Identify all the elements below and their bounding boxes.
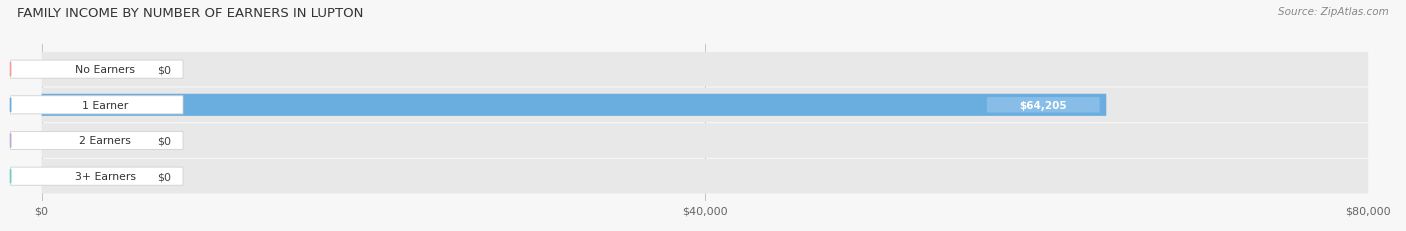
FancyBboxPatch shape: [42, 168, 141, 184]
Text: 1 Earner: 1 Earner: [83, 100, 128, 110]
FancyBboxPatch shape: [42, 62, 141, 78]
FancyBboxPatch shape: [42, 159, 1368, 194]
FancyBboxPatch shape: [10, 167, 183, 185]
Text: 3+ Earners: 3+ Earners: [75, 171, 136, 181]
Text: Source: ZipAtlas.com: Source: ZipAtlas.com: [1278, 7, 1389, 17]
FancyBboxPatch shape: [10, 132, 183, 150]
FancyBboxPatch shape: [10, 96, 183, 114]
Text: No Earners: No Earners: [76, 65, 135, 75]
FancyBboxPatch shape: [987, 98, 1099, 113]
FancyBboxPatch shape: [42, 124, 1368, 158]
Text: FAMILY INCOME BY NUMBER OF EARNERS IN LUPTON: FAMILY INCOME BY NUMBER OF EARNERS IN LU…: [17, 7, 363, 20]
FancyBboxPatch shape: [42, 133, 141, 149]
Text: $0: $0: [157, 136, 172, 146]
FancyBboxPatch shape: [42, 94, 1107, 116]
Text: 2 Earners: 2 Earners: [80, 136, 131, 146]
FancyBboxPatch shape: [42, 53, 1368, 87]
FancyBboxPatch shape: [10, 61, 183, 79]
Text: $64,205: $64,205: [1019, 100, 1067, 110]
Text: $0: $0: [157, 65, 172, 75]
Text: $0: $0: [157, 171, 172, 181]
FancyBboxPatch shape: [42, 88, 1368, 122]
